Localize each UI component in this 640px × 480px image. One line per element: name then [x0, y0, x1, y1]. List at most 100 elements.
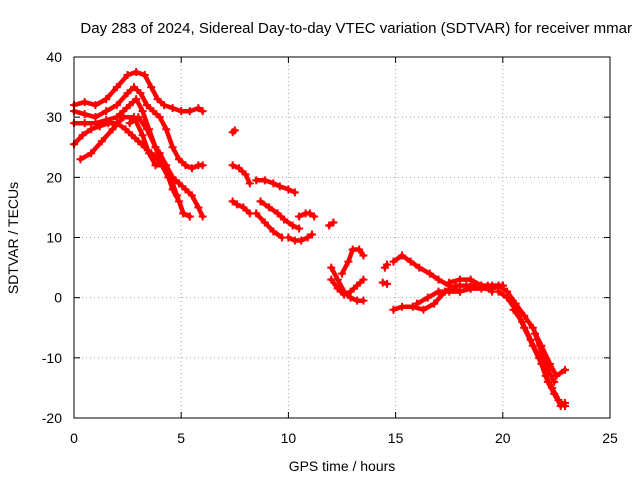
data-point	[333, 284, 342, 293]
data-point	[125, 119, 134, 128]
data-point	[168, 104, 177, 113]
data-point	[419, 305, 428, 314]
data-point	[119, 113, 128, 122]
data-series	[70, 119, 194, 221]
data-point	[560, 365, 569, 374]
data-point	[228, 197, 237, 206]
data-point	[181, 185, 190, 194]
data-point	[295, 212, 304, 221]
data-point	[194, 203, 203, 212]
data-point	[97, 137, 106, 146]
data-point	[552, 371, 561, 380]
data-point	[155, 113, 164, 122]
grid-layer	[74, 57, 610, 418]
series-line	[230, 199, 253, 216]
data-point	[162, 125, 171, 134]
data-point	[284, 233, 293, 242]
data-point	[232, 200, 241, 209]
data-series	[327, 275, 368, 299]
x-tick-label: 20	[495, 430, 511, 446]
data-series	[256, 197, 304, 233]
y-tick-label: 30	[46, 109, 62, 125]
data-point	[389, 305, 398, 314]
data-point	[554, 395, 563, 404]
y-tick-label: 10	[46, 230, 62, 246]
data-point	[503, 293, 512, 302]
data-point	[434, 287, 443, 296]
x-tick-label: 5	[177, 430, 185, 446]
data-point	[560, 401, 569, 410]
series-layer	[70, 68, 569, 410]
data-point	[305, 209, 314, 218]
data-series	[228, 161, 254, 188]
data-point	[284, 185, 293, 194]
data-point	[130, 83, 139, 92]
data-point	[325, 221, 334, 230]
data-point	[239, 203, 248, 212]
data-point	[80, 110, 89, 119]
tick-layer	[73, 56, 611, 419]
series-line	[71, 69, 205, 114]
data-point	[423, 293, 432, 302]
data-point	[425, 269, 434, 278]
series-line	[532, 331, 557, 385]
data-point	[383, 260, 392, 269]
data-point	[327, 263, 336, 272]
data-point	[151, 143, 160, 152]
data-point	[265, 203, 274, 212]
y-tick-label: -20	[42, 410, 62, 426]
data-point	[528, 323, 537, 332]
data-point	[275, 182, 284, 191]
data-point	[157, 161, 166, 170]
y-axis-label: SDTVAR / TECUs	[5, 182, 21, 294]
data-point	[153, 95, 162, 104]
data-point	[185, 107, 194, 116]
data-point	[175, 197, 184, 206]
data-series	[509, 305, 569, 410]
data-series	[530, 329, 559, 386]
data-point	[112, 101, 121, 110]
data-point	[142, 101, 151, 110]
data-point	[537, 347, 546, 356]
data-point	[198, 161, 207, 170]
data-point	[509, 305, 518, 314]
data-point	[359, 296, 368, 305]
data-point	[430, 299, 439, 308]
data-point	[541, 371, 550, 380]
data-point	[245, 179, 254, 188]
data-point	[383, 279, 392, 288]
data-point	[445, 278, 454, 287]
data-point	[340, 290, 349, 299]
data-point	[327, 275, 336, 284]
data-point	[378, 278, 387, 287]
data-point	[526, 335, 535, 344]
series-line	[78, 114, 165, 168]
x-tick-label: 15	[388, 430, 404, 446]
data-point	[91, 101, 100, 110]
data-point	[235, 164, 244, 173]
data-point	[338, 269, 346, 278]
data-point	[297, 236, 306, 245]
data-point	[187, 191, 196, 200]
data-point	[359, 275, 368, 284]
data-series	[494, 287, 569, 410]
x-tick-label: 10	[281, 430, 297, 446]
data-point	[252, 209, 261, 218]
data-series	[228, 126, 239, 137]
data-point	[408, 302, 417, 311]
data-point	[466, 284, 475, 293]
data-point	[177, 107, 186, 116]
data-point	[415, 263, 424, 272]
data-point	[112, 83, 121, 92]
data-point	[398, 302, 407, 311]
data-point	[121, 125, 130, 134]
data-point	[307, 230, 316, 239]
data-point	[269, 227, 278, 236]
data-point	[280, 215, 289, 224]
data-point	[175, 179, 184, 188]
data-point	[477, 281, 486, 290]
data-point	[260, 218, 269, 227]
chart-title: Day 283 of 2024, Sidereal Day-to-day VTE…	[80, 20, 632, 37]
data-point	[194, 104, 203, 113]
data-point	[310, 212, 319, 221]
